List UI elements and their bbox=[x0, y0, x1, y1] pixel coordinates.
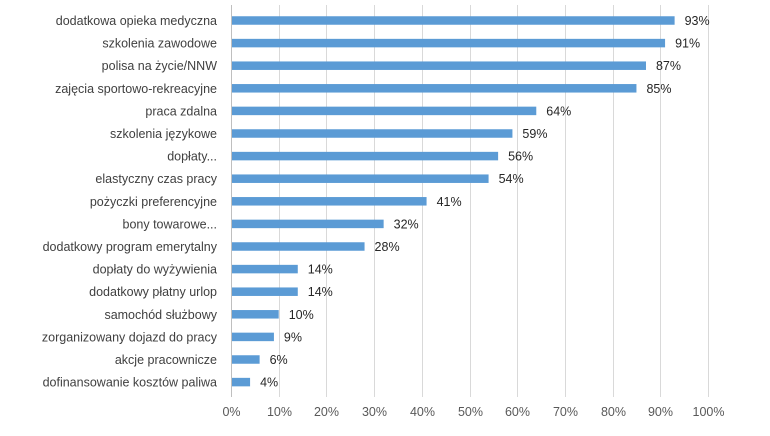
bar bbox=[231, 151, 499, 161]
bar bbox=[231, 242, 365, 251]
category-label: dodatkowy płatny urlop bbox=[89, 285, 217, 299]
category-label: dopłaty... bbox=[167, 150, 217, 164]
category-label: szkolenia zawodowe bbox=[102, 37, 217, 51]
data-label: 87% bbox=[656, 59, 681, 73]
data-label: 64% bbox=[546, 104, 571, 118]
bar bbox=[231, 332, 274, 342]
x-tick-label: 30% bbox=[362, 405, 387, 419]
data-label: 32% bbox=[394, 217, 419, 231]
bar bbox=[231, 377, 251, 387]
x-tick-label: 50% bbox=[458, 405, 483, 419]
bar bbox=[231, 16, 675, 25]
category-label: dopłaty do wyżywienia bbox=[93, 263, 217, 277]
x-tick-label: 80% bbox=[601, 405, 626, 419]
data-label: 54% bbox=[499, 172, 524, 186]
data-label: 41% bbox=[437, 195, 462, 209]
bar bbox=[231, 264, 298, 274]
x-tick-label: 10% bbox=[267, 405, 292, 419]
data-label: 9% bbox=[284, 330, 302, 344]
category-label: bony towarowe... bbox=[123, 217, 218, 231]
x-tick-label: 100% bbox=[693, 405, 725, 419]
x-tick-label: 0% bbox=[222, 405, 240, 419]
value-labels: 93% 91% 87% 85% 64% 59% 56% 54% 41% 32% 28% 14% 14% 1… bbox=[260, 14, 710, 390]
category-label: zajęcia sportowo-rekreacyjne bbox=[55, 82, 217, 96]
x-tick-label: 90% bbox=[648, 405, 673, 419]
bar bbox=[231, 310, 279, 319]
category-label: akcje pracownicze bbox=[115, 353, 217, 367]
category-label: dodatkowy program emerytalny bbox=[43, 240, 218, 254]
bar bbox=[231, 61, 646, 70]
gridlines bbox=[279, 5, 709, 397]
category-label: polisa na życie/NNW bbox=[102, 59, 218, 73]
bar bbox=[231, 106, 537, 116]
data-label: 14% bbox=[308, 263, 333, 277]
data-label: 85% bbox=[646, 82, 671, 96]
data-label: 56% bbox=[508, 150, 533, 164]
x-tick-label: 60% bbox=[505, 405, 530, 419]
category-label: zorganizowany dojazd do pracy bbox=[42, 330, 218, 344]
data-label: 14% bbox=[308, 285, 333, 299]
bar bbox=[231, 38, 666, 48]
data-label: 10% bbox=[289, 308, 314, 322]
category-labels: dodatkowa opieka medyczna szkolenia zawod… bbox=[42, 14, 218, 390]
category-label: szkolenia językowe bbox=[110, 127, 217, 141]
bar bbox=[231, 287, 298, 296]
x-tick-label: 40% bbox=[410, 405, 435, 419]
x-tick-labels: 0% 10% 20% 30% 40% 50% 60% 70% 80% 90% 100% bbox=[222, 405, 724, 419]
data-label: 59% bbox=[522, 127, 547, 141]
category-label: elastyczny czas pracy bbox=[95, 172, 217, 186]
bar bbox=[231, 219, 384, 229]
bar bbox=[231, 174, 489, 183]
category-label: samochód służbowy bbox=[104, 308, 217, 322]
bar bbox=[231, 84, 637, 93]
bar bbox=[231, 129, 513, 138]
category-label: dofinansowanie kosztów paliwa bbox=[43, 376, 217, 390]
data-label: 93% bbox=[685, 14, 710, 28]
x-tick-label: 20% bbox=[314, 405, 339, 419]
x-tick-label: 70% bbox=[553, 405, 578, 419]
category-label: dodatkowa opieka medyczna bbox=[56, 14, 217, 28]
category-label: pożyczki preferencyjne bbox=[90, 195, 217, 209]
data-label: 91% bbox=[675, 37, 700, 51]
data-label: 28% bbox=[375, 240, 400, 254]
category-label: praca zdalna bbox=[145, 104, 217, 118]
data-label: 6% bbox=[270, 353, 288, 367]
bar bbox=[231, 197, 427, 206]
bars bbox=[231, 16, 675, 387]
data-label: 4% bbox=[260, 376, 278, 390]
bar bbox=[231, 355, 260, 364]
